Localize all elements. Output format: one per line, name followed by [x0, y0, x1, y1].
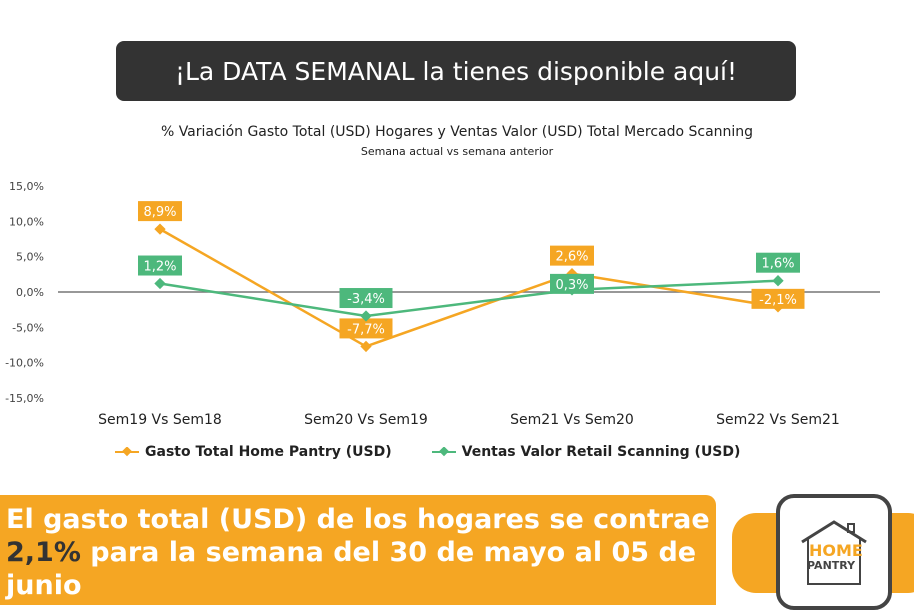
data-label-bg [339, 318, 393, 339]
legend-label: Ventas Valor Retail Scanning (USD) [461, 444, 741, 460]
y-tick-label: -15,0% [5, 392, 44, 405]
home-pantry-logo: HOME PANTRY [776, 494, 892, 610]
data-label: 8,9% [143, 205, 176, 220]
chart-title: % Variación Gasto Total (USD) Hogares y … [160, 124, 754, 140]
data-point [154, 223, 166, 235]
y-tick-label: 5,0% [16, 251, 44, 264]
data-label: -2,1% [759, 293, 797, 308]
summary-message: El gasto total (USD) de los hogares se c… [0, 495, 716, 605]
legend: Gasto Total Home Pantry (USD) Ventas Val… [115, 444, 740, 460]
data-point [360, 340, 372, 353]
y-tick-label: 0,0% [16, 286, 44, 299]
y-tick-label: 10,0% [9, 215, 44, 228]
data-label-bg [751, 288, 805, 309]
legend-label: Gasto Total Home Pantry (USD) [145, 444, 392, 460]
data-label: -3,4% [347, 292, 385, 307]
x-tick-label: Sem19 Vs Sem18 [98, 412, 222, 428]
data-point [154, 277, 166, 290]
data-point [360, 310, 372, 322]
data-semanal-banner[interactable]: ¡La DATA SEMANAL la tienes disponible aq… [116, 41, 796, 101]
data-label: -7,7% [347, 322, 385, 337]
message-text: para la semana del 30 de mayo al 05 de j… [6, 537, 697, 601]
y-tick-label: -10,0% [5, 357, 44, 370]
y-tick-label: 15,0% [9, 180, 44, 193]
line-chart: 15,0% 10,0% 5,0% 0,0% -5,0% -10,0% -15,0% Sem19… [5, 180, 880, 428]
logo-text-home: HOME [809, 541, 863, 560]
data-label: 0,3% [555, 278, 588, 293]
data-label-bg [756, 252, 800, 273]
data-label: 1,2% [143, 260, 176, 275]
x-tick-label: Sem22 Vs Sem21 [716, 412, 840, 428]
x-tick-label: Sem20 Vs Sem19 [304, 412, 428, 428]
legend-item-ventas: Ventas Valor Retail Scanning (USD) [431, 444, 741, 460]
data-label-bg [550, 245, 594, 266]
data-label-bg [339, 288, 393, 309]
data-label-bg [550, 273, 594, 294]
logo-text-pantry: PANTRY [807, 559, 856, 572]
chart-subtitle: Semana actual vs semana anterior [360, 145, 554, 158]
data-label: 1,6% [761, 257, 794, 272]
data-label-bg [138, 255, 182, 276]
data-label-bg [138, 201, 182, 222]
series-line [159, 279, 779, 318]
legend-item-gasto: Gasto Total Home Pantry (USD) [115, 444, 392, 460]
data-label: 2,6% [555, 250, 588, 265]
house-icon [801, 520, 867, 585]
x-tick-label: Sem21 Vs Sem20 [510, 412, 634, 428]
data-point [772, 275, 784, 287]
message-highlight: 2,1% [6, 537, 81, 568]
series-line [159, 228, 779, 348]
message-text: El gasto total (USD) de los hogares se c… [6, 504, 710, 535]
y-tick-label: -5,0% [12, 321, 44, 334]
